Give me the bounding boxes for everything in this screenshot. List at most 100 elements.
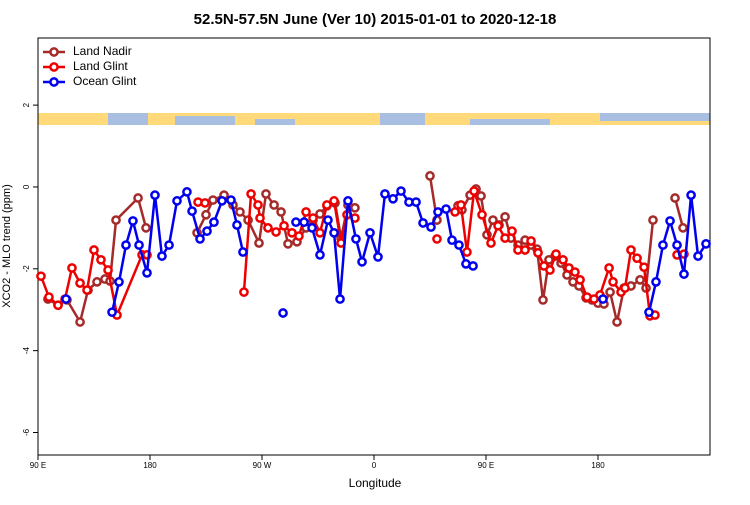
data-point: [322, 200, 332, 210]
data-point: [96, 254, 106, 265]
x-tick-label: 180: [591, 461, 605, 470]
data-point: [468, 261, 478, 271]
map-strip: [38, 113, 710, 125]
data-point: [329, 227, 339, 238]
data-point: [493, 220, 503, 231]
data-point: [454, 240, 464, 250]
data-point: [294, 231, 304, 241]
data-point: [128, 216, 138, 226]
data-point: [291, 217, 301, 228]
data-point: [111, 215, 121, 225]
data-point: [665, 216, 675, 226]
data-point: [134, 240, 144, 250]
data-point: [232, 220, 242, 230]
data-point: [620, 283, 630, 293]
data-point: [651, 277, 661, 287]
data-point: [279, 220, 289, 231]
data-point: [283, 238, 293, 249]
y-tick-label: -2: [22, 265, 31, 273]
y-tick-label: 0: [22, 184, 31, 189]
data-point: [172, 196, 182, 206]
data-point: [307, 223, 317, 233]
data-point: [507, 226, 517, 237]
data-point: [36, 271, 46, 282]
data-point: [254, 238, 264, 248]
data-point: [89, 245, 99, 255]
data-point: [500, 233, 510, 243]
data-point: [75, 278, 85, 288]
data-point: [686, 190, 696, 200]
data-point: [644, 307, 654, 318]
data-point: [486, 238, 496, 248]
data-point: [202, 226, 212, 237]
data-point: [164, 240, 174, 250]
data-point: [558, 254, 568, 265]
data-point: [195, 234, 205, 244]
data-point: [533, 247, 543, 258]
data-point: [208, 195, 218, 205]
data-point: [632, 253, 642, 264]
data-point: [299, 217, 309, 228]
data-point: [526, 236, 536, 246]
data-point: [396, 186, 406, 196]
data-point: [350, 202, 360, 213]
data-point: [238, 247, 248, 257]
data-point: [477, 209, 487, 220]
data-point: [44, 292, 54, 302]
data-point: [357, 256, 367, 267]
data-point: [107, 307, 117, 318]
data-point: [433, 207, 443, 217]
data-point: [261, 189, 271, 199]
data-point: [608, 277, 618, 287]
data-point: [246, 189, 256, 199]
data-point: [276, 207, 286, 217]
legend-label: Land Glint: [73, 59, 128, 73]
data-point: [187, 206, 197, 216]
data-point: [209, 217, 219, 228]
legend-label: Ocean Glint: [73, 74, 137, 88]
legend-marker: [49, 77, 59, 87]
data-point: [605, 287, 615, 297]
data-point: [678, 223, 688, 233]
data-point: [103, 265, 113, 275]
data-point: [278, 308, 288, 318]
data-point: [308, 213, 318, 223]
legend-marker: [49, 47, 59, 57]
data-point: [201, 209, 211, 220]
data-point: [133, 193, 143, 203]
data-point: [315, 250, 325, 260]
data-point: [635, 275, 645, 285]
data-point: [575, 275, 585, 285]
data-point: [672, 240, 682, 250]
legend-marker: [49, 62, 59, 72]
x-tick-label: 0: [372, 461, 377, 470]
data-point: [61, 294, 71, 304]
data-point: [648, 215, 658, 225]
y-axis-label: XCO2 - MLO trend (ppm): [1, 184, 13, 307]
data-point: [82, 285, 92, 295]
data-point: [263, 223, 273, 233]
data-point: [217, 196, 227, 206]
data-point: [612, 317, 622, 327]
data-point: [114, 277, 124, 287]
data-point: [418, 218, 428, 228]
data-point: [315, 227, 325, 238]
data-point: [500, 211, 510, 222]
chart-title: 52.5N-57.5N June (Ver 10) 2015-01-01 to …: [194, 11, 557, 28]
data-point: [323, 215, 333, 225]
data-point: [141, 223, 151, 233]
data-point: [441, 204, 451, 214]
data-point: [693, 251, 703, 261]
data-point: [450, 207, 460, 217]
data-point: [469, 186, 479, 196]
data-point: [121, 240, 131, 250]
y-tick-label: -6: [22, 428, 31, 436]
data-point: [488, 215, 498, 225]
data-point: [425, 171, 435, 181]
data-point: [343, 196, 353, 206]
data-point: [269, 200, 279, 210]
x-axis-label: Longitude: [349, 476, 402, 490]
data-point: [701, 238, 711, 249]
legend-label: Land Nadir: [73, 44, 132, 58]
